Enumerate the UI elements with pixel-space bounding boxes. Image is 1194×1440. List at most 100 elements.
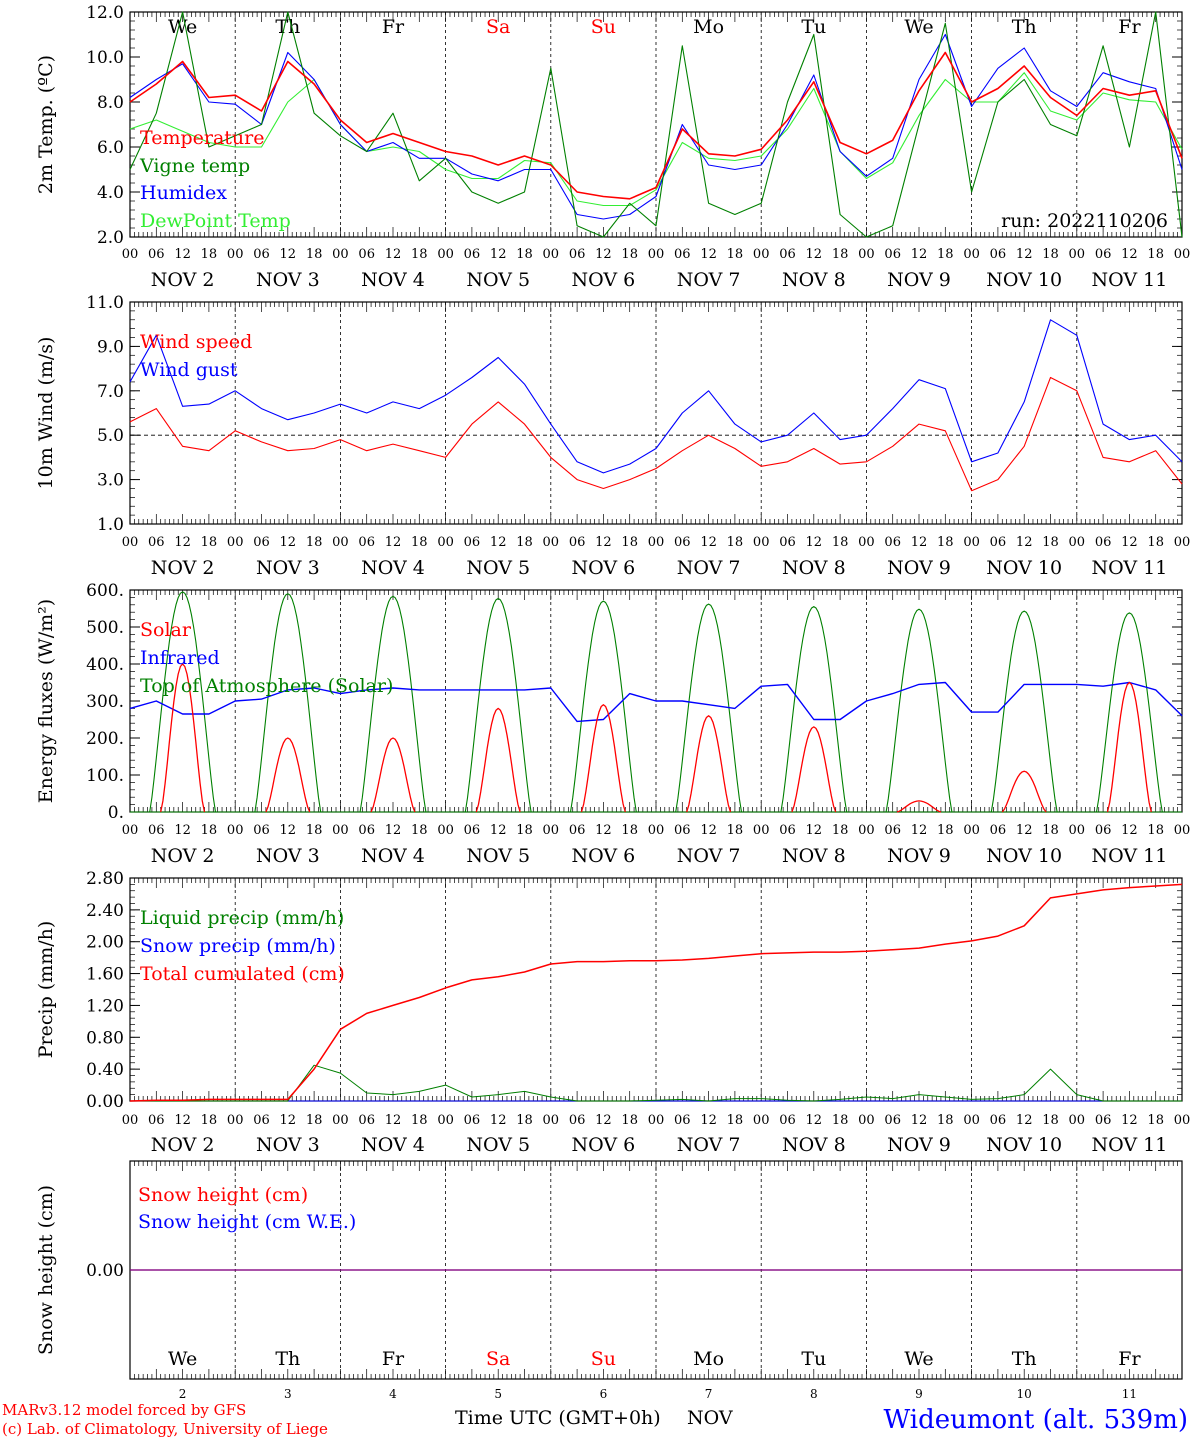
- y-tick-label: 0.00: [86, 1261, 124, 1281]
- x-hour-label: 00: [1174, 535, 1191, 550]
- y-tick-label: 300.: [86, 692, 124, 712]
- x-hour-label: 00: [227, 823, 244, 838]
- toa-day-curve: [1095, 612, 1163, 813]
- x-hour-label: 18: [832, 247, 849, 262]
- x-hour-label: 12: [806, 535, 823, 550]
- x-hour-label: 18: [832, 823, 849, 838]
- y-axis-label: Energy fluxes (W/m²): [35, 599, 57, 803]
- weekday-label: Mo: [693, 1348, 724, 1370]
- x-hour-label: 00: [858, 1113, 875, 1128]
- x-day-label: NOV 8: [782, 1134, 846, 1156]
- x-hour-label: 12: [700, 535, 717, 550]
- y-tick-label: 8.0: [97, 93, 124, 113]
- x-hour-label: 06: [148, 1113, 165, 1128]
- day-number-label: 5: [494, 1387, 502, 1401]
- toa-day-curve: [675, 603, 743, 813]
- series-line-liquid-precip: [130, 1064, 1182, 1102]
- x-hour-label: 18: [201, 535, 218, 550]
- y-tick-label: 2.80: [86, 869, 124, 889]
- legend-total-cumulated: Total cumulated (cm): [140, 963, 345, 985]
- x-day-label: NOV 9: [887, 557, 951, 579]
- x-hour-label: 18: [832, 535, 849, 550]
- credit-line-2: (c) Lab. of Climatology, University of L…: [2, 1420, 328, 1438]
- x-hour-label: 18: [1042, 823, 1059, 838]
- x-hour-label: 18: [516, 1113, 533, 1128]
- weekday-label: We: [904, 1348, 933, 1370]
- x-hour-label: 00: [437, 1113, 454, 1128]
- x-hour-label: 00: [963, 1113, 980, 1128]
- x-hour-label: 00: [753, 247, 770, 262]
- x-hour-label: 18: [621, 247, 638, 262]
- x-hour-label: 00: [122, 823, 139, 838]
- y-tick-label: 500.: [86, 618, 124, 638]
- x-day-label: NOV 4: [361, 1134, 425, 1156]
- x-hour-label: 18: [516, 535, 533, 550]
- x-day-label: NOV 6: [572, 557, 636, 579]
- y-tick-label: 12.0: [86, 3, 124, 23]
- x-hour-label: 12: [1121, 1113, 1138, 1128]
- x-hour-label: 12: [1016, 823, 1033, 838]
- x-day-label: NOV 10: [986, 1134, 1062, 1156]
- legend-solar: Solar: [140, 619, 192, 641]
- x-hour-label: 06: [674, 823, 691, 838]
- x-day-label: NOV 7: [677, 557, 741, 579]
- x-hour-label: 12: [806, 1113, 823, 1128]
- x-hour-label: 00: [963, 247, 980, 262]
- weekday-label: Fr: [1118, 1348, 1141, 1370]
- x-hour-label: 06: [1095, 1113, 1112, 1128]
- weekday-label: We: [168, 16, 197, 38]
- x-day-label: NOV 8: [782, 845, 846, 867]
- toa-day-curve: [359, 595, 427, 813]
- solar-day-curve: [1001, 770, 1047, 813]
- legend-snow-height: Snow height (cm): [138, 1184, 308, 1206]
- x-day-label: NOV 4: [361, 557, 425, 579]
- weekday-label: Fr: [1118, 16, 1141, 38]
- weekday-label: Sa: [486, 16, 510, 38]
- y-axis-label: 2m Temp. (ºC): [35, 55, 57, 194]
- x-hour-label: 06: [1095, 247, 1112, 262]
- x-hour-label: 00: [648, 247, 665, 262]
- x-hour-label: 00: [332, 247, 349, 262]
- x-hour-label: 06: [990, 535, 1007, 550]
- x-hour-label: 18: [621, 1113, 638, 1128]
- x-hour-label: 06: [464, 823, 481, 838]
- x-hour-label: 12: [1016, 247, 1033, 262]
- x-hour-label: 12: [700, 1113, 717, 1128]
- x-hour-label: 12: [385, 823, 402, 838]
- solar-day-curve: [160, 663, 206, 813]
- x-hour-label: 06: [148, 535, 165, 550]
- x-day-label: NOV 5: [466, 269, 530, 291]
- x-hour-label: 12: [911, 1113, 928, 1128]
- x-hour-label: 06: [779, 535, 796, 550]
- x-hour-label: 00: [227, 247, 244, 262]
- toa-day-curve: [885, 608, 953, 813]
- x-hour-label: 00: [1069, 1113, 1086, 1128]
- x-hour-label: 12: [385, 1113, 402, 1128]
- series-line-temperature: [129, 51, 1183, 200]
- x-hour-label: 18: [727, 823, 744, 838]
- x-hour-label: 18: [201, 1113, 218, 1128]
- x-hour-label: 06: [464, 1113, 481, 1128]
- x-hour-label: 12: [700, 247, 717, 262]
- x-day-label: NOV 11: [1091, 269, 1167, 291]
- x-hour-label: 06: [779, 247, 796, 262]
- x-hour-label: 00: [1069, 535, 1086, 550]
- x-day-label: NOV 2: [151, 1134, 215, 1156]
- x-day-label: NOV 11: [1091, 1134, 1167, 1156]
- x-hour-label: 18: [1147, 535, 1164, 550]
- x-hour-label: 00: [753, 823, 770, 838]
- panel-1-frame: [129, 11, 1183, 238]
- day-number-label: 3: [284, 1387, 292, 1401]
- x-hour-label: 00: [543, 1113, 560, 1128]
- toa-day-curve: [464, 597, 532, 813]
- x-hour-label: 18: [1042, 1113, 1059, 1128]
- y-axis-label: Precip (mm/h): [35, 921, 57, 1059]
- x-hour-label: 00: [963, 535, 980, 550]
- x-hour-label: 06: [358, 823, 375, 838]
- x-hour-label: 06: [253, 1113, 270, 1128]
- x-day-label: NOV 4: [361, 845, 425, 867]
- x-hour-label: 12: [174, 1113, 191, 1128]
- day-number-label: 4: [389, 1387, 397, 1401]
- x-day-label: NOV 2: [151, 557, 215, 579]
